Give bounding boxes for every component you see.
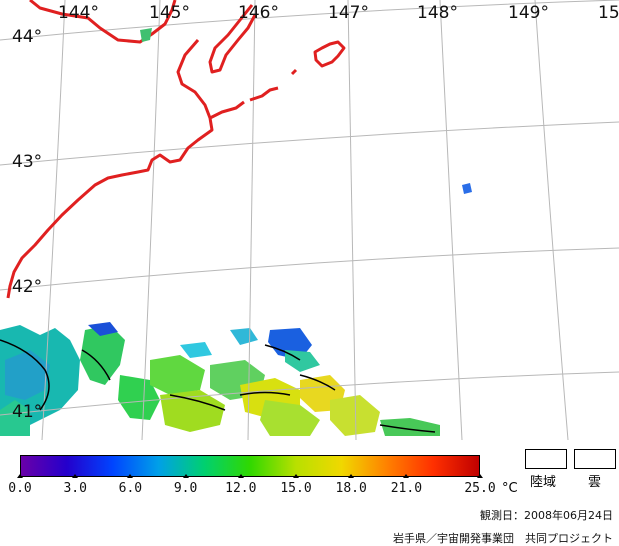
- scale-tick-mark: [127, 474, 134, 478]
- unit-label: °C: [502, 481, 518, 496]
- scale-tick-label: 6.0: [118, 481, 143, 496]
- sst-patch: [260, 400, 320, 436]
- longitude-label: 15: [598, 3, 619, 23]
- longitude-label: 149°: [508, 3, 549, 23]
- latitude-label: 41°: [12, 402, 43, 422]
- longitude-label: 148°: [417, 3, 458, 23]
- scale-tick-label: 15.0: [280, 481, 312, 496]
- coastline: [6, 0, 346, 299]
- scale-tick-mark: [182, 474, 189, 478]
- scale-tick-label: 12.0: [225, 481, 257, 496]
- temperature-color-bar: [20, 455, 480, 477]
- scale-tick-mark: [293, 474, 299, 478]
- sst-patch: [80, 325, 125, 385]
- sst-patch: [230, 328, 258, 345]
- longitude-label: 144°: [58, 3, 99, 23]
- longitude-label: 146°: [238, 3, 279, 23]
- longitude-label: 145°: [149, 3, 190, 23]
- land-key-label: 陸域: [530, 475, 557, 490]
- latitude-label: 42°: [12, 277, 43, 297]
- cloud-key-label: 雲: [588, 475, 602, 490]
- sea-surface-temperature-map: [0, 0, 619, 440]
- cloud-key-swatch: [574, 449, 616, 469]
- sst-patch: [160, 390, 225, 432]
- graticule: [0, 0, 619, 440]
- land-key-swatch: [525, 449, 567, 469]
- scale-tick-mark: [237, 474, 244, 478]
- scale-tick-mark: [72, 474, 79, 478]
- latitude-label: 43°: [12, 152, 43, 172]
- sst-patch: [88, 322, 118, 336]
- scale-tick-mark: [348, 474, 355, 478]
- sst-patch: [462, 183, 472, 194]
- credit-line: 岩手県／宇宙開発事業団 共同プロジェクト: [393, 532, 613, 545]
- latitude-label: 44°: [12, 27, 43, 47]
- isotherm-contours: [0, 339, 436, 433]
- sst-patch: [330, 395, 380, 436]
- sst-patch: [118, 375, 160, 420]
- sst-patch: [285, 350, 320, 372]
- sst-patch: [180, 342, 212, 358]
- scale-tick-label: 18.0: [335, 481, 367, 496]
- longitude-label: 147°: [328, 3, 369, 23]
- scale-tick-mark: [477, 474, 483, 478]
- sst-data-layer: [0, 322, 440, 436]
- scale-tick-label: 25.0: [464, 481, 496, 496]
- scale-tick-label: 0.0: [8, 481, 32, 496]
- scale-tick-label: 21.0: [390, 481, 423, 496]
- sst-patch: [150, 355, 205, 395]
- scale-tick-label: 9.0: [173, 481, 198, 496]
- scale-tick-mark: [403, 474, 410, 478]
- scale-tick-mark: [17, 474, 23, 478]
- observation-date: 観測日：2008年06月24日: [480, 509, 613, 522]
- sst-patch: [140, 28, 152, 42]
- scale-tick-label: 3.0: [63, 481, 87, 496]
- sst-patch: [0, 400, 30, 436]
